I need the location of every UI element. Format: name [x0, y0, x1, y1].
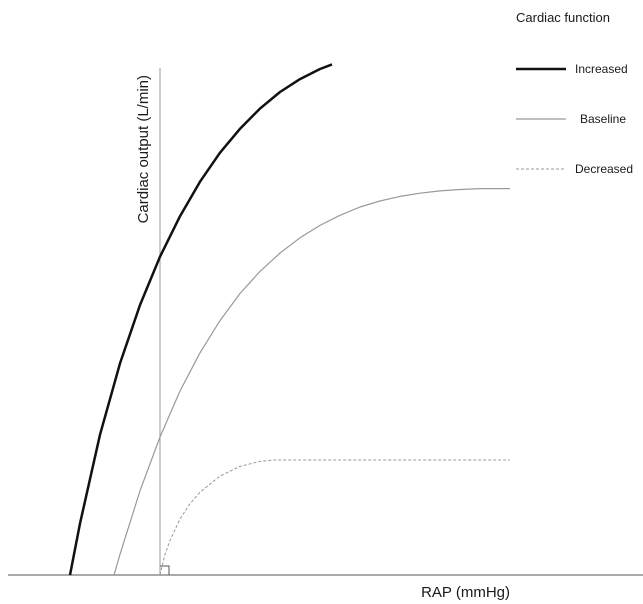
legend-label-decreased: Decreased — [575, 162, 633, 176]
legend-label-baseline: Baseline — [580, 112, 626, 126]
series-layer — [68, 63, 510, 576]
y-axis-label: Cardiac output (L/min) — [135, 75, 152, 223]
series-line-baseline — [113, 188, 510, 576]
x-axis-label: RAP (mmHg) — [421, 584, 510, 601]
legend-label-increased: Increased — [575, 62, 628, 76]
legend: Cardiac function Increased Baseline Decr… — [516, 10, 633, 176]
series-line-increased — [68, 63, 333, 576]
origin-right-angle-marker — [160, 565, 170, 575]
series-line-decreased — [159, 459, 510, 576]
legend-title: Cardiac function — [516, 10, 610, 25]
